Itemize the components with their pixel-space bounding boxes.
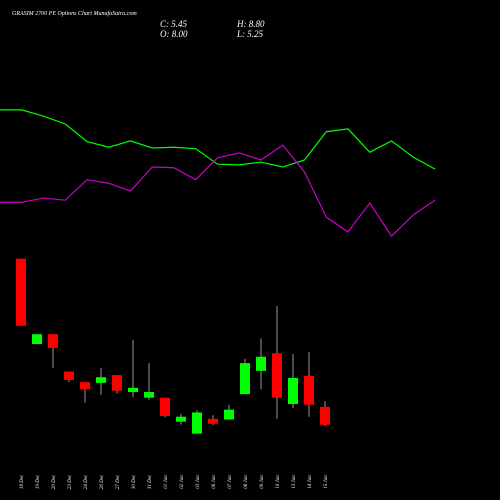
candle-body bbox=[128, 387, 138, 393]
chart-title: GRASIM 2700 PE Options Chart MunafaSutra… bbox=[12, 10, 137, 17]
x-tick-label: 07 Jan bbox=[228, 475, 233, 489]
candle-body bbox=[208, 418, 218, 424]
candle-body bbox=[160, 397, 170, 417]
x-tick-label: 26 Dec bbox=[100, 474, 105, 489]
candle-body bbox=[288, 377, 298, 405]
x-tick-label: 30 Dec bbox=[132, 474, 137, 489]
x-tick-label: 08 Jan bbox=[244, 475, 249, 489]
candle-body bbox=[32, 334, 42, 345]
x-tick-label: 01 Jan bbox=[164, 475, 169, 489]
candle-body bbox=[256, 356, 266, 371]
candle-body bbox=[176, 416, 186, 422]
x-tick-label: 18 Dec bbox=[20, 474, 25, 489]
x-tick-label: 24 Dec bbox=[84, 474, 89, 489]
high-text: H: 8.80 bbox=[236, 19, 265, 29]
x-tick-label: 19 Dec bbox=[36, 474, 41, 489]
x-tick-label: 15 Jan bbox=[324, 475, 329, 489]
x-tick-label: 31 Dec bbox=[148, 474, 153, 489]
candle-body bbox=[192, 412, 202, 434]
indicator-line bbox=[0, 109, 436, 170]
close-text: C: 5.45 bbox=[160, 19, 188, 29]
x-tick-label: 27 Dec bbox=[116, 474, 121, 489]
x-tick-label: 14 Jan bbox=[308, 475, 313, 489]
candle-body bbox=[224, 409, 234, 420]
candle-body bbox=[64, 371, 74, 381]
candle-body bbox=[240, 363, 250, 395]
x-tick-label: 23 Dec bbox=[68, 474, 73, 489]
x-tick-label: 06 Jan bbox=[212, 475, 217, 489]
x-tick-label: 03 Jan bbox=[196, 475, 201, 489]
x-tick-label: 10 Jan bbox=[276, 475, 281, 489]
candle-body bbox=[144, 392, 154, 398]
low-text: L: 5.25 bbox=[236, 29, 264, 39]
candle-body bbox=[48, 334, 58, 348]
candle-body bbox=[112, 375, 122, 391]
x-tick-label: 02 Jan bbox=[180, 475, 185, 489]
x-tick-label: 20 Dec bbox=[52, 474, 57, 489]
candle-body bbox=[96, 377, 106, 383]
candle-body bbox=[272, 353, 282, 398]
candle-body bbox=[16, 258, 26, 326]
candle-body bbox=[304, 375, 314, 405]
x-tick-label: 09 Jan bbox=[260, 475, 265, 489]
open-text: O: 8.00 bbox=[160, 29, 188, 39]
indicator-line bbox=[0, 144, 436, 238]
candle-body bbox=[80, 382, 90, 390]
x-tick-label: 13 Jan bbox=[292, 475, 297, 489]
candle-body bbox=[320, 406, 330, 425]
